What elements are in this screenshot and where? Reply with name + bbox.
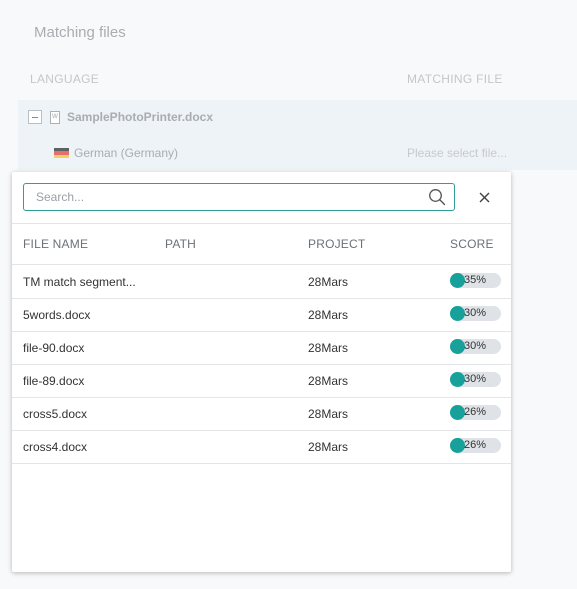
file-name-cell: TM match segment... [23, 275, 136, 289]
score-bar: 30% [450, 339, 501, 354]
table-row[interactable]: 5words.docx 28Mars 30% [12, 298, 511, 332]
score-value: 30% [464, 307, 487, 319]
page-title: Matching files [34, 24, 126, 41]
search-box[interactable] [23, 183, 455, 211]
header-file-name[interactable]: FILE NAME [23, 237, 89, 251]
score-bar: 26% [450, 438, 501, 453]
score-bar: 26% [450, 405, 501, 420]
score-bar: 35% [450, 273, 501, 288]
close-button[interactable] [475, 188, 493, 206]
language-row: German (Germany) [54, 146, 178, 160]
table-row[interactable]: TM match segment... 28Mars 35% [12, 265, 511, 299]
score-bar: 30% [450, 306, 501, 321]
score-indicator [450, 438, 465, 453]
file-name-cell: file-90.docx [23, 341, 85, 355]
table-row[interactable]: file-90.docx 28Mars 30% [12, 331, 511, 365]
header-project[interactable]: PROJECT [308, 237, 366, 251]
header-score[interactable]: SCORE [450, 237, 494, 251]
score-bar: 30% [450, 372, 501, 387]
project-cell: 28Mars [308, 407, 349, 421]
table-row[interactable]: cross4.docx 28Mars 26% [12, 430, 511, 464]
divider [12, 264, 511, 265]
table-row[interactable]: cross5.docx 28Mars 26% [12, 397, 511, 431]
score-value: 26% [464, 439, 487, 451]
score-indicator [450, 339, 465, 354]
project-cell: 28Mars [308, 341, 349, 355]
language-label: German (Germany) [74, 146, 179, 160]
file-name-cell: cross5.docx [23, 407, 88, 421]
file-name-label: SamplePhotoPrinter.docx [67, 110, 214, 124]
project-cell: 28Mars [308, 440, 349, 454]
score-value: 30% [464, 373, 487, 385]
collapse-icon[interactable] [28, 110, 42, 124]
file-name-cell: 5words.docx [23, 308, 91, 322]
table-row[interactable]: file-89.docx 28Mars 30% [12, 364, 511, 398]
german-flag-icon [54, 148, 69, 158]
score-value: 26% [464, 406, 487, 418]
project-cell: 28Mars [308, 275, 349, 289]
file-group-header: SamplePhotoPrinter.docx [28, 110, 213, 124]
close-icon[interactable] [479, 192, 490, 203]
project-cell: 28Mars [308, 374, 349, 388]
column-header-matching-file: MATCHING FILE [407, 72, 503, 86]
word-doc-icon [50, 110, 60, 124]
score-indicator [450, 372, 465, 387]
score-indicator [450, 405, 465, 420]
file-picker-popup: FILE NAME PATH PROJECT SCORE TM match se… [12, 172, 511, 572]
search-icon[interactable] [426, 186, 448, 208]
file-group-row: SamplePhotoPrinter.docx German (Germany)… [18, 100, 577, 170]
project-cell: 28Mars [308, 308, 349, 322]
file-name-cell: cross4.docx [23, 440, 88, 454]
score-value: 35% [464, 274, 487, 286]
search-input[interactable] [34, 189, 426, 205]
header-path[interactable]: PATH [165, 237, 197, 251]
column-header-language: LANGUAGE [30, 72, 100, 86]
divider [12, 223, 511, 224]
select-file-placeholder[interactable]: Please select file... [407, 146, 508, 160]
score-value: 30% [464, 340, 487, 352]
score-indicator [450, 306, 465, 321]
score-indicator [450, 273, 465, 288]
file-name-cell: file-89.docx [23, 374, 85, 388]
